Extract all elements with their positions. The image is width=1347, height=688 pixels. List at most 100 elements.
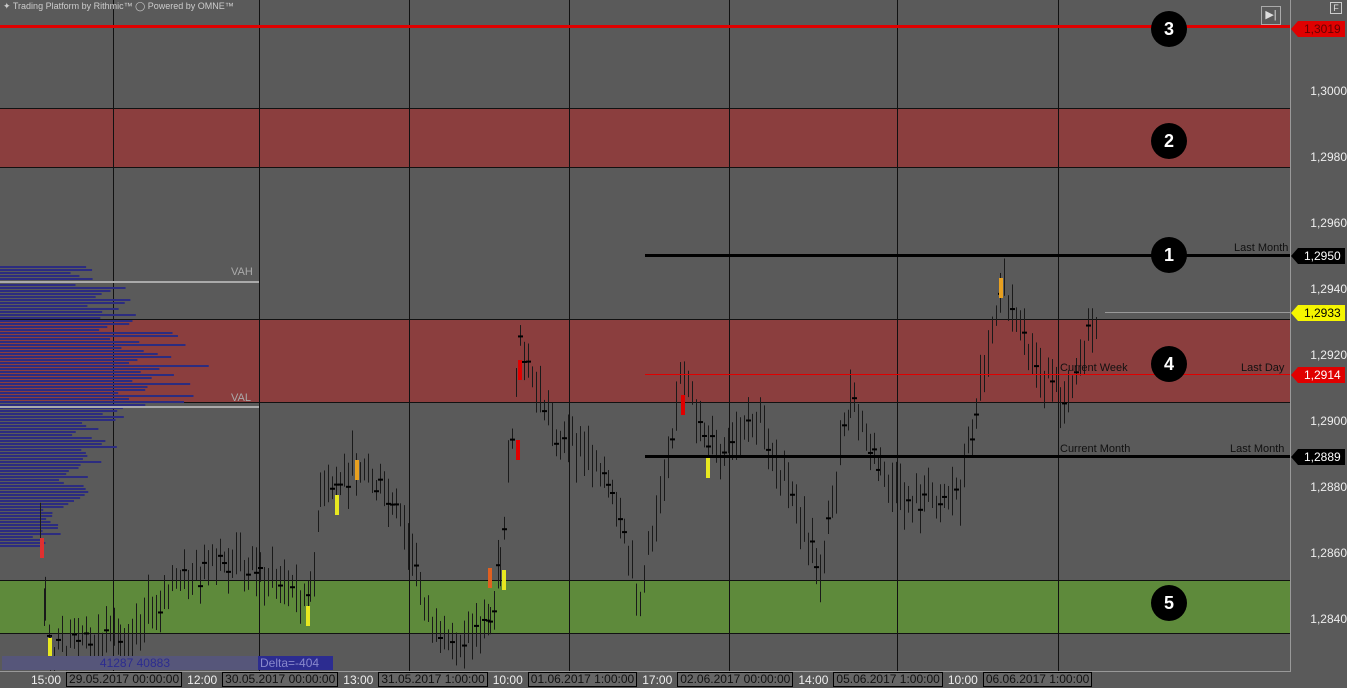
price-bar — [548, 390, 549, 426]
price-bar — [568, 414, 569, 463]
volume-profile-bar — [0, 335, 178, 337]
price-tick-mark — [290, 586, 295, 589]
f-button[interactable]: F — [1330, 2, 1342, 14]
price-tick-mark — [158, 611, 163, 614]
price-tick: 1,2840 — [1310, 612, 1347, 626]
price-bar — [288, 570, 289, 607]
volume-profile-bar — [0, 362, 130, 364]
price-bar — [188, 569, 189, 600]
price-tick-mark — [610, 491, 615, 494]
volume-profile-bar — [0, 344, 186, 346]
volume-profile-bar — [0, 521, 51, 523]
chart-area[interactable]: VAH VAL Last Month Current Week Last Day… — [0, 0, 1290, 672]
price-bar — [744, 415, 745, 440]
grid-line — [897, 0, 898, 672]
price-bar — [1092, 308, 1093, 353]
price-tick-mark — [450, 641, 455, 644]
price-bar — [504, 516, 505, 540]
price-bar — [576, 433, 577, 483]
price-tick-mark — [202, 561, 207, 564]
volume-profile-bar — [0, 392, 119, 394]
time-axis[interactable] — [0, 671, 1290, 688]
price-tick: 1,2980 — [1310, 150, 1347, 164]
volume-profile-bar — [0, 449, 82, 451]
volume-profile-bar — [0, 347, 122, 349]
price-tick-mark — [330, 487, 335, 490]
price-tag-last-day: 1,2914 — [1291, 367, 1345, 383]
volume-profile-bar — [0, 470, 69, 472]
volume-profile-bar — [0, 479, 59, 481]
price-bar — [412, 533, 413, 576]
grid-line — [1058, 0, 1059, 672]
price-bar — [532, 366, 533, 388]
price-tick-mark — [602, 472, 607, 475]
price-axis[interactable] — [1290, 0, 1347, 672]
price-tick-mark — [562, 437, 567, 440]
volume-profile-bar — [0, 383, 191, 385]
price-tick-mark — [810, 540, 815, 543]
price-bar — [156, 594, 157, 631]
price-tick-mark — [246, 573, 251, 576]
price-tick: 1,2860 — [1310, 546, 1347, 560]
price-bar — [1008, 295, 1009, 321]
price-tick-mark — [766, 448, 771, 451]
volume-profile-bar — [0, 398, 129, 400]
price-tick-mark — [56, 638, 61, 641]
price-tick-mark — [218, 554, 223, 557]
volume-profile-bar — [0, 308, 119, 310]
volume-profile-bar — [0, 356, 172, 358]
price-bar — [1032, 333, 1033, 375]
resistance-zone-2 — [0, 108, 1290, 168]
volume-profile-bar — [0, 329, 100, 331]
marker-2: 2 — [1151, 123, 1187, 159]
volume-profile-bar — [0, 419, 116, 421]
price-tag-current-month: 1,2889 — [1291, 449, 1345, 465]
price-tick-mark — [706, 445, 711, 448]
price-bar — [764, 405, 765, 450]
volume-profile-bar — [0, 413, 103, 415]
price-bar — [904, 482, 905, 530]
price-bar — [472, 613, 473, 660]
price-bar — [460, 634, 461, 658]
price-bar — [652, 525, 653, 552]
price-bar — [640, 591, 641, 617]
price-tick-mark — [462, 644, 467, 647]
price-bar — [916, 473, 917, 504]
price-tick: 1,2880 — [1310, 480, 1347, 494]
price-bar — [216, 548, 217, 585]
price-bar — [648, 531, 649, 555]
val-label: VAL — [231, 392, 251, 404]
price-bar — [960, 479, 961, 526]
price-bar — [912, 495, 913, 523]
volume-profile-bar — [0, 524, 59, 526]
header: ✦ Trading Platform by Rithmic™ ◯ Powered… — [3, 1, 234, 12]
price-tick-mark — [278, 584, 283, 587]
time-label: 10:00 — [947, 672, 978, 687]
volume-profile-bar — [0, 338, 111, 340]
price-bar — [664, 459, 665, 502]
price-bar — [596, 450, 597, 472]
price-bar — [1028, 343, 1029, 371]
delta-box: Delta=-404 — [258, 656, 333, 670]
price-tick-mark — [47, 634, 52, 637]
skip-to-end-button[interactable]: ▶| — [1261, 6, 1281, 25]
price-bar — [580, 426, 581, 457]
volume-profile-bar — [0, 269, 93, 271]
price-bar — [172, 565, 173, 592]
volume-profile-bar — [0, 299, 131, 301]
price-bar — [232, 549, 233, 578]
price-bar — [196, 549, 197, 581]
date-box: 05.06.2017 1:00:00 — [833, 672, 943, 687]
price-tick-mark — [226, 570, 231, 573]
volume-profile-bar — [0, 350, 144, 352]
price-tick-mark — [474, 624, 479, 627]
price-bar — [304, 583, 305, 607]
volume-cluster — [306, 606, 310, 626]
price-bar — [692, 381, 693, 405]
price-tick-mark — [198, 585, 203, 588]
price-bar — [980, 354, 981, 401]
volume-cluster — [516, 440, 520, 460]
price-bar — [836, 471, 837, 514]
price-bar — [212, 544, 213, 567]
price-bar — [992, 316, 993, 344]
